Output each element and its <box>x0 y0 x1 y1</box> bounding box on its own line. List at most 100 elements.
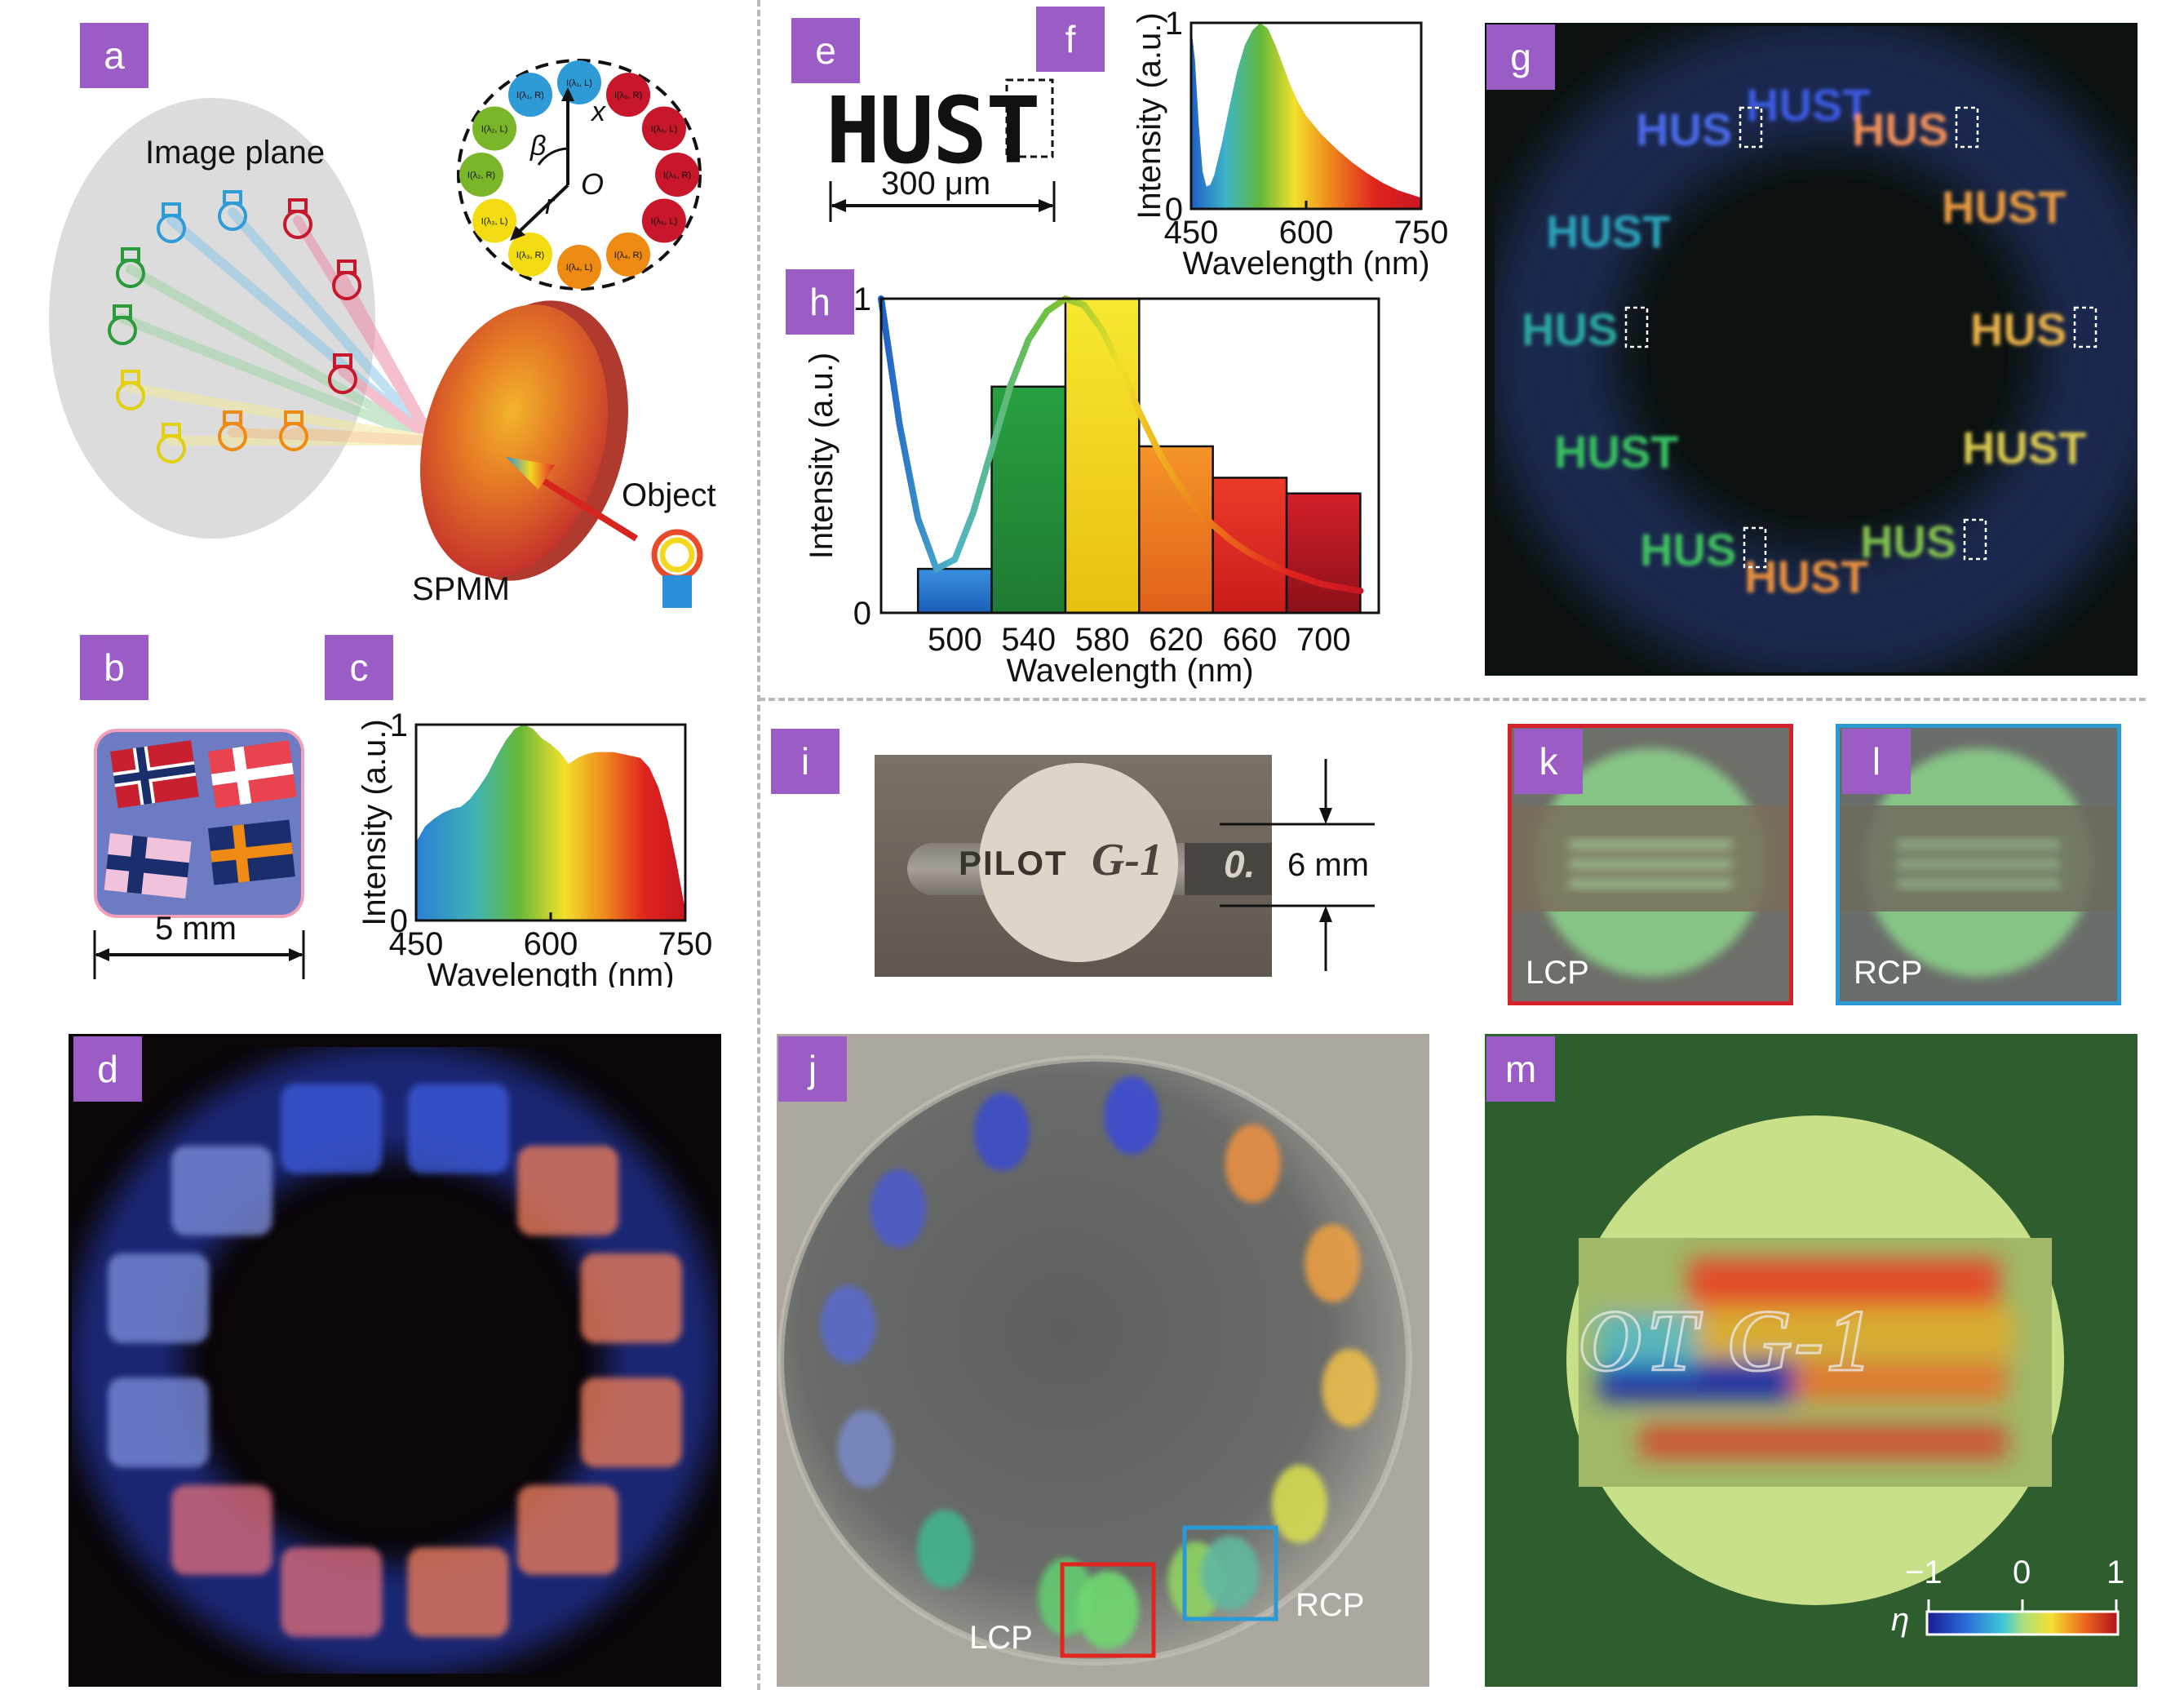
h-x-tick-label: 540 <box>1001 622 1056 658</box>
colorbar-m <box>1925 1599 2120 1636</box>
channel-circle <box>459 153 503 197</box>
j-spot <box>820 1285 876 1364</box>
channel-circle-label: I(λ₆, L) <box>651 125 678 135</box>
panel-a-illustration <box>49 98 703 608</box>
panel-label-a: a <box>80 23 148 88</box>
scale-label-b: 5 mm <box>155 911 237 947</box>
chart-c: 450 600 750 0 1 Wavelength (nm) Intensity (a.u… <box>357 710 712 987</box>
f-y-tick-label: 0 <box>1165 192 1183 228</box>
g-hust-word: HUST <box>1942 181 2066 233</box>
h-x-tick-label: 660 <box>1222 622 1277 658</box>
rcp-label-j: RCP <box>1296 1587 1365 1623</box>
scale-bar-i <box>1220 759 1375 971</box>
d-image-tile <box>171 1484 272 1575</box>
d-image-tile <box>517 1146 619 1236</box>
hust-text: HUST <box>826 78 1041 184</box>
panel-label-h: h <box>786 269 854 335</box>
c-y-tick-label: 1 <box>390 710 408 743</box>
h-x-tick-label: 700 <box>1296 622 1351 658</box>
panel-label-m: m <box>1486 1036 1555 1102</box>
g-letter-box <box>1955 106 1979 149</box>
h-x-tick-label: 500 <box>928 622 982 658</box>
scale-label-e: 300 μm <box>881 166 991 202</box>
panel-label-c: c <box>325 635 393 700</box>
channel-circle-label: I(λ₃, L) <box>481 217 508 227</box>
panel-g-image: HUS HUST HUS HUST HUST HUS HUS HUST HUST HUS HUST H… <box>1485 23 2137 676</box>
j-spot-rcp <box>1201 1536 1260 1611</box>
channel-circle <box>641 198 686 243</box>
colorbar-tick-0: 0 <box>2013 1555 2031 1590</box>
channel-circle-label: I(λ₆, R) <box>614 91 642 100</box>
d-image-tile <box>108 1377 210 1468</box>
f-y-axis-label: Intensity (a.u.) <box>1132 12 1167 219</box>
channel-circle-label: I(λ₁, L) <box>566 78 592 88</box>
f-y-tick-label: 1 <box>1165 7 1183 42</box>
rcp-label-l: RCP <box>1854 955 1923 991</box>
j-spot <box>917 1510 973 1589</box>
channel-circle-label: I(λ₄, R) <box>614 251 642 260</box>
lcp-label-k: LCP <box>1526 955 1589 991</box>
j-spot <box>837 1409 893 1488</box>
chart-f: 450 600 750 0 1 Wavelength (nm) Intensity (a.u… <box>1132 7 1448 282</box>
channel-circle-label: I(λ₃, R) <box>516 251 544 260</box>
scale-bar-b <box>93 930 305 979</box>
c-y-axis-label: Intensity (a.u.) <box>357 719 392 925</box>
channel-circle-label: I(λ₂, R) <box>467 171 495 180</box>
j-spot <box>1271 1465 1327 1544</box>
colorbar-tick-1: 1 <box>2106 1555 2125 1590</box>
lcp-label-j: LCP <box>969 1620 1033 1656</box>
g-letter-box <box>2073 306 2098 348</box>
vertical-divider <box>757 0 760 1690</box>
m-overlay-text: OT G-1 <box>1578 1292 1875 1391</box>
h-plot-frame <box>879 297 1380 614</box>
channel-circle <box>472 106 517 151</box>
image-plane-label: Image plane <box>145 135 326 171</box>
j-spot <box>1322 1348 1378 1427</box>
h-bar <box>916 567 993 614</box>
h-bar <box>1138 445 1214 614</box>
channel-circle <box>606 232 650 277</box>
panel-label-l: l <box>1842 729 1911 794</box>
panel-m-image <box>1485 1034 2137 1687</box>
channel-circle-label: I(λ₂, L) <box>481 125 507 135</box>
f-x-tick-label: 450 <box>1164 215 1219 251</box>
colorbar-tick-neg1: −1 <box>1905 1555 1943 1590</box>
h-x-tick-label: 580 <box>1075 622 1130 658</box>
channel-circle-label: I(λ₅, R) <box>663 171 691 180</box>
panel-label-i: i <box>771 729 839 794</box>
h-y-tick-label: 1 <box>853 286 871 317</box>
g-hust-word: HUST <box>1746 79 1870 131</box>
flags-image <box>94 729 304 918</box>
h-x-tick-label: 620 <box>1149 622 1203 658</box>
horizontal-divider <box>759 698 2146 701</box>
c-x-tick-label: 600 <box>524 926 578 962</box>
spmm-disk <box>419 304 609 577</box>
channel-circle <box>641 106 686 151</box>
h-bar <box>990 385 1067 614</box>
g-letter-box <box>1963 518 1987 561</box>
h-spectrum-curve <box>878 295 1364 595</box>
j-spot <box>1104 1076 1160 1155</box>
panel-label-k: k <box>1514 729 1583 794</box>
g-letter-box <box>1743 526 1767 569</box>
h-bar <box>1285 492 1362 614</box>
h-y-tick-label: 0 <box>853 596 871 632</box>
channel-circle-label: I(λ₅, L) <box>651 217 678 227</box>
pen-photo <box>875 755 1272 977</box>
g-hust-word: HUST <box>1744 551 1868 602</box>
d-image-tile <box>281 1084 383 1174</box>
h-y-axis-label: Intensity (a.u.) <box>804 353 839 559</box>
channel-circle <box>557 245 601 289</box>
channel-circle <box>472 198 517 243</box>
scale-bar-e <box>829 181 1056 222</box>
panel-label-g: g <box>1486 24 1555 90</box>
j-spot-lcp <box>1077 1571 1139 1649</box>
panel-label-d: d <box>73 1036 142 1102</box>
hust-selection-box <box>1005 78 1054 158</box>
d-image-tile <box>407 1546 509 1637</box>
h-bar <box>1064 297 1141 614</box>
h-x-axis-label: Wavelength (nm) <box>1006 653 1253 689</box>
panel-label-b: b <box>80 635 148 700</box>
f-spectrum-area <box>1191 23 1421 209</box>
c-y-tick-label: 0 <box>390 903 408 939</box>
